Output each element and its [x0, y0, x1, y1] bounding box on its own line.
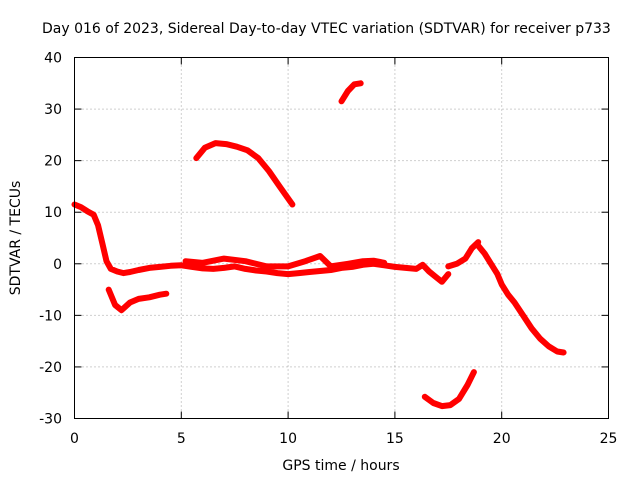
plot-frame	[74, 57, 609, 419]
y-axis-title: SDTVAR / TECUs	[8, 181, 24, 296]
x-tick-label: 25	[600, 431, 618, 447]
y-tick-label: 20	[44, 154, 62, 170]
series-arc-main-upper	[182, 253, 388, 270]
grid	[74, 57, 609, 419]
y-tick-labels: -30 -20 -10 0 10 20 30 40	[39, 51, 62, 428]
y-tick-label: -30	[39, 412, 62, 428]
y-tick-label: 10	[44, 205, 62, 221]
series-arc-mid-high	[193, 140, 296, 208]
y-tick-label: 0	[53, 257, 62, 273]
x-tick-label: 15	[386, 431, 404, 447]
x-tick-label: 0	[70, 431, 79, 447]
series-arc-rise	[445, 239, 482, 270]
data-series	[71, 80, 567, 410]
y-tick-label: 40	[44, 51, 62, 67]
x-axis-title: GPS time / hours	[282, 458, 399, 474]
series-arc-low-left	[105, 286, 170, 314]
x-tick-label: 5	[177, 431, 186, 447]
x-tick-labels: 0 5 10 15 20 25	[70, 431, 617, 447]
y-tick-label: -10	[39, 308, 62, 324]
chart-title: Day 016 of 2023, Sidereal Day-to-day VTE…	[42, 21, 611, 37]
x-tick-label: 10	[279, 431, 297, 447]
series-arc-right-descend	[475, 242, 567, 356]
y-tick-label: -20	[39, 360, 62, 376]
series-arc-bottom	[421, 369, 477, 410]
y-tick-label: 30	[44, 102, 62, 118]
x-tick-label: 20	[493, 431, 511, 447]
axis-ticks	[74, 57, 609, 419]
series-arc-top	[338, 80, 364, 105]
series-arc-main	[71, 201, 452, 285]
